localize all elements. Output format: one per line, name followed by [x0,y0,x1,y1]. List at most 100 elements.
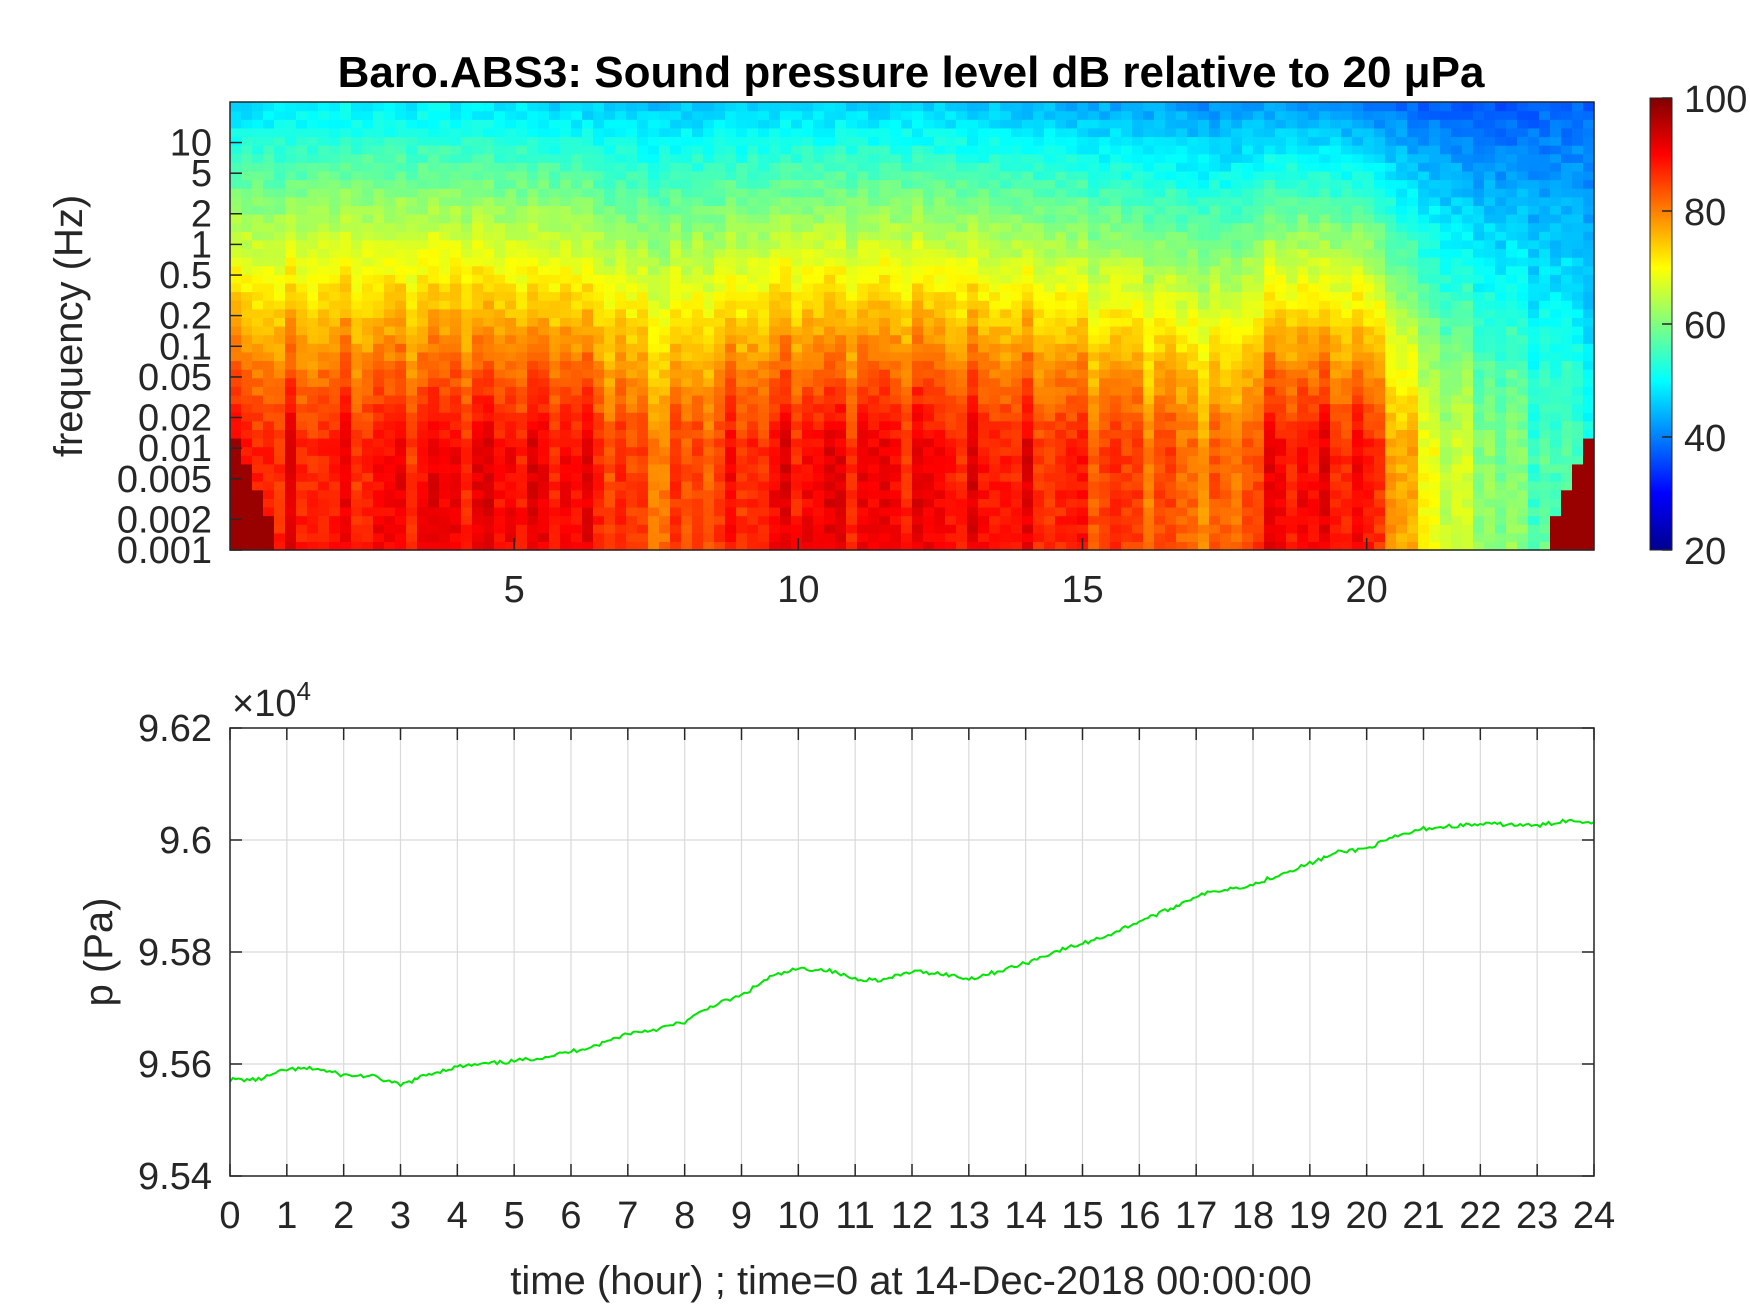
heatmap-cell [307,162,319,172]
heatmap-cell [582,334,594,344]
heatmap-cell [1253,308,1265,318]
heatmap-cell [835,463,847,474]
heatmap-cell [989,403,1001,413]
heatmap-cell [373,248,385,258]
heatmap-cell [417,377,429,387]
heatmap-cell [1198,188,1210,198]
heatmap-cell [637,472,649,482]
heatmap-cell [1088,196,1100,206]
heatmap-cell [1154,248,1166,258]
heatmap-cell [1022,136,1034,146]
heatmap-cell [714,360,726,370]
heatmap-cell [439,265,451,275]
heatmap-cell [571,463,583,474]
heatmap-cell [571,291,583,301]
heatmap-cell [527,532,539,542]
heatmap-cell [340,274,352,284]
heatmap-cell [802,110,814,120]
heatmap-cell [1000,248,1012,258]
heatmap-cell [1022,205,1034,215]
heatmap-cell [769,317,781,327]
heatmap-cell [945,463,957,474]
heatmap-cell [1242,179,1254,189]
heatmap-cell [978,360,990,370]
heatmap-cell [868,377,880,387]
heatmap-cell [417,214,429,224]
heatmap-cell [417,532,429,542]
heatmap-cell [934,498,946,508]
heatmap-cell [1209,317,1221,327]
heatmap-cell [505,429,517,439]
heatmap-cell [1176,326,1188,336]
heatmap-cell [549,532,561,542]
heatmap-cell [263,153,275,163]
heatmap-cell [1022,351,1034,362]
heatmap-cell [1275,291,1287,301]
heatmap-cell [758,446,770,456]
heatmap-cell [604,308,616,318]
heatmap-cell [890,231,902,241]
heatmap-cell [659,481,671,491]
heatmap-cell [340,110,352,120]
heatmap-cell [450,506,462,517]
heatmap-cell [241,472,253,482]
heatmap-cell [230,489,242,499]
heatmap-cell [780,386,792,396]
heatmap-cell [1165,257,1177,267]
heatmap-cell [1220,446,1232,456]
heatmap-cell [307,188,319,198]
heatmap-cell [923,515,935,525]
heatmap-cell [406,205,418,215]
heatmap-cell [912,248,924,258]
heatmap-cell [296,196,308,206]
heatmap-cell [835,515,847,525]
heatmap-cell [1209,506,1221,517]
heatmap-cell [1220,541,1232,551]
heatmap-cell [604,119,616,129]
heatmap-cell [417,162,429,172]
heatmap-cell [318,481,330,491]
heatmap-cell [714,506,726,517]
heatmap-cell [571,541,583,551]
heatmap-cell [318,248,330,258]
heatmap-cell [681,179,693,189]
heatmap-cell [252,412,264,422]
heatmap-cell [1242,102,1254,112]
heatmap-cell [296,308,308,318]
heatmap-cell [692,222,704,232]
heatmap-cell [439,403,451,413]
heatmap-cell [494,110,506,120]
heatmap-cell [483,481,495,491]
heatmap-cell [439,343,451,353]
heatmap-cell [395,196,407,206]
heatmap-cell [813,386,825,396]
heatmap-cell [879,481,891,491]
heatmap-cell [516,102,528,112]
heatmap-cell [692,205,704,215]
heatmap-cell [626,162,638,172]
heatmap-cell [692,265,704,275]
heatmap-cell [428,282,440,293]
heatmap-cell [703,291,715,301]
heatmap-cell [824,265,836,275]
heatmap-cell [538,455,550,465]
heatmap-cell [560,265,572,275]
heatmap-cell [1000,481,1012,491]
heatmap-cell [1044,541,1056,551]
heatmap-cell [1154,119,1166,129]
heatmap-cell [417,179,429,189]
heatmap-cell [428,205,440,215]
heatmap-cell [582,429,594,439]
heatmap-cell [472,489,484,499]
heatmap-cell [362,515,374,525]
heatmap-cell [1264,455,1276,465]
heatmap-cell [835,308,847,318]
heatmap-cell [1198,205,1210,215]
heatmap-cell [1132,377,1144,387]
heatmap-cell [1033,282,1045,293]
heatmap-cell [329,248,341,258]
heatmap-cell [395,102,407,112]
heatmap-cell [637,446,649,456]
heatmap-cell [813,291,825,301]
heatmap-cell [1220,515,1232,525]
